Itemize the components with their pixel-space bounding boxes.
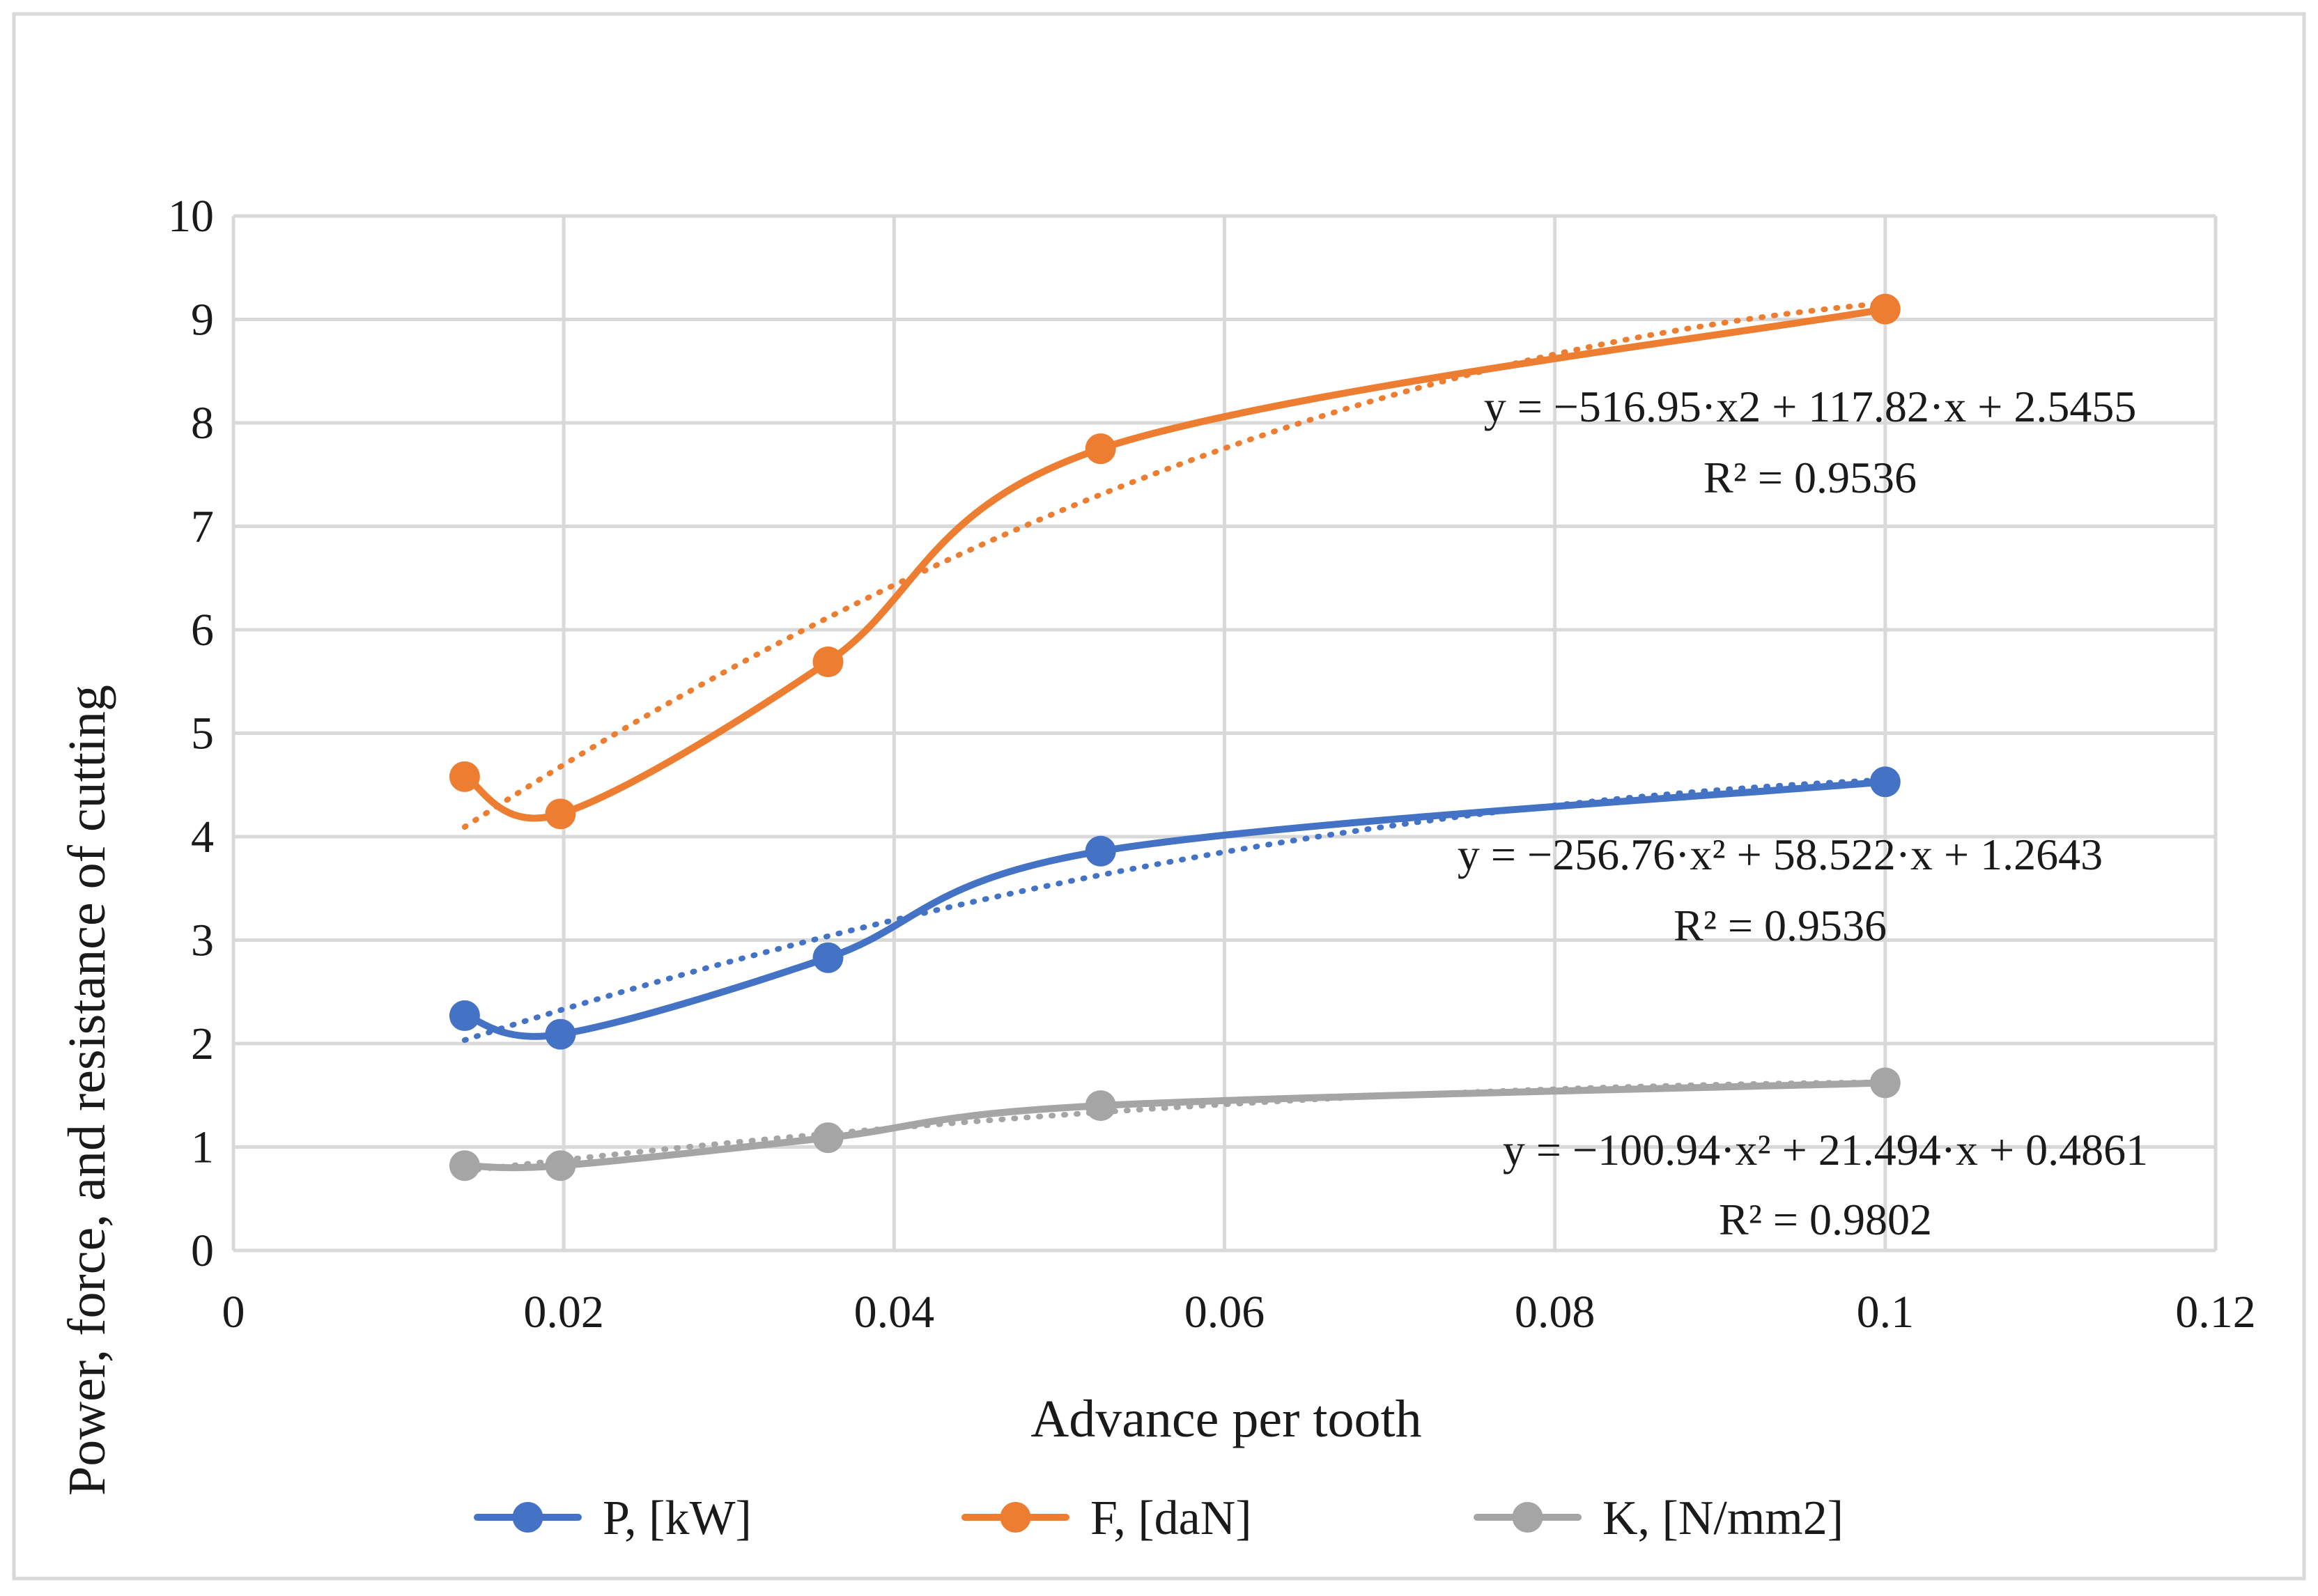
data-point-series-0-4 [1869,766,1901,798]
legend-marker-1 [1000,1502,1031,1533]
legend-marker-2 [1512,1502,1543,1533]
y-tick-label-10: 10 [168,191,214,242]
y-tick-label-2: 2 [191,1018,214,1069]
trend-r2-2: R² = 0.9802 [1719,1195,1932,1244]
y-axis-title: Power, force, and resistance of cutting [58,685,116,1496]
x-tick-label-6: 0.12 [2175,1287,2256,1338]
legend: P, [kW] F, [daN] K, [N/mm2] [474,1492,1844,1545]
trend-equation-2: y = −100.94·x² + 21.494·x + 0.4861 [1503,1125,2148,1175]
x-tick-label-0: 0 [222,1287,245,1338]
data-point-series-2-0 [449,1150,480,1181]
data-point-series-1-4 [1869,293,1901,325]
y-tick-label-5: 5 [191,708,214,759]
legend-item-2: K, [N/mm2] [1474,1492,1844,1545]
data-point-series-1-3 [1085,433,1116,465]
data-point-series-0-3 [1085,835,1116,867]
y-tick-label-0: 0 [191,1225,214,1276]
legend-label-1: F, [daN] [1090,1492,1252,1545]
trendline-series-1 [461,300,1888,830]
data-point-series-1-0 [449,761,480,792]
x-tick-label-3: 0.06 [1184,1287,1265,1338]
y-tick-label-8: 8 [191,398,214,449]
legend-label-2: K, [N/mm2] [1602,1492,1844,1545]
legend-item-0: P, [kW] [474,1492,752,1545]
data-point-series-1-1 [545,798,576,830]
x-axis-title: Advance per tooth [1030,1390,1421,1448]
data-point-series-0-1 [545,1018,576,1050]
y-tick-label-9: 9 [191,295,214,346]
trend-equation-0: y = −256.76·x² + 58.522·x + 1.2643 [1458,830,2103,879]
data-point-series-2-2 [812,1122,844,1154]
y-tick-label-7: 7 [191,502,214,552]
data-point-series-2-1 [545,1150,576,1181]
equation-layer: y = −256.76·x² + 58.522·x + 1.2643 R² = 0… [1458,382,2148,1244]
data-point-series-0-0 [449,1000,480,1031]
y-tick-label-3: 3 [191,915,214,966]
chart-border [12,12,2306,1581]
y-tick-label-6: 6 [191,605,214,656]
data-point-series-2-4 [1869,1067,1901,1099]
legend-item-1: F, [daN] [961,1492,1252,1545]
y-tick-labels: 0 1 2 3 4 5 6 7 8 9 10 [168,191,214,1276]
trend-r2-1: R² = 0.9536 [1703,453,1917,502]
trend-r2-0: R² = 0.9536 [1674,901,1887,950]
marker-layer [449,293,1901,1181]
x-tick-label-2: 0.04 [854,1287,935,1338]
trend-equation-1: y = −516.95·x2 + 117.82·x + 2.5455 [1484,382,2137,431]
x-tick-labels: 0 0.02 0.04 0.06 0.08 0.1 0.12 [222,1287,2256,1338]
legend-label-0: P, [kW] [603,1492,752,1545]
x-tick-label-4: 0.08 [1515,1287,1595,1338]
legend-marker-0 [512,1502,543,1533]
data-point-series-0-2 [812,942,844,973]
x-tick-label-5: 0.1 [1857,1287,1915,1338]
data-point-series-1-2 [812,646,844,678]
x-tick-label-1: 0.02 [523,1287,604,1338]
data-point-series-2-3 [1085,1090,1116,1122]
trendline-layer [461,300,1888,1175]
y-tick-label-1: 1 [191,1122,214,1173]
trendline-series-2 [461,1079,1888,1175]
y-tick-label-4: 4 [191,812,214,862]
